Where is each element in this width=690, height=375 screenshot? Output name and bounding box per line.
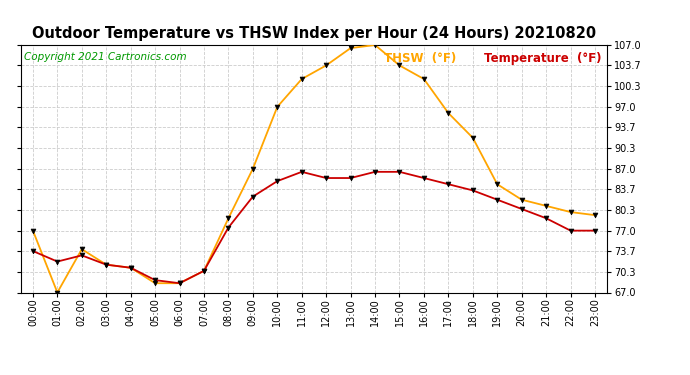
- Title: Outdoor Temperature vs THSW Index per Hour (24 Hours) 20210820: Outdoor Temperature vs THSW Index per Ho…: [32, 26, 596, 41]
- Text: Temperature  (°F): Temperature (°F): [484, 53, 602, 65]
- Text: THSW  (°F): THSW (°F): [384, 53, 457, 65]
- Text: Copyright 2021 Cartronics.com: Copyright 2021 Cartronics.com: [23, 53, 186, 62]
